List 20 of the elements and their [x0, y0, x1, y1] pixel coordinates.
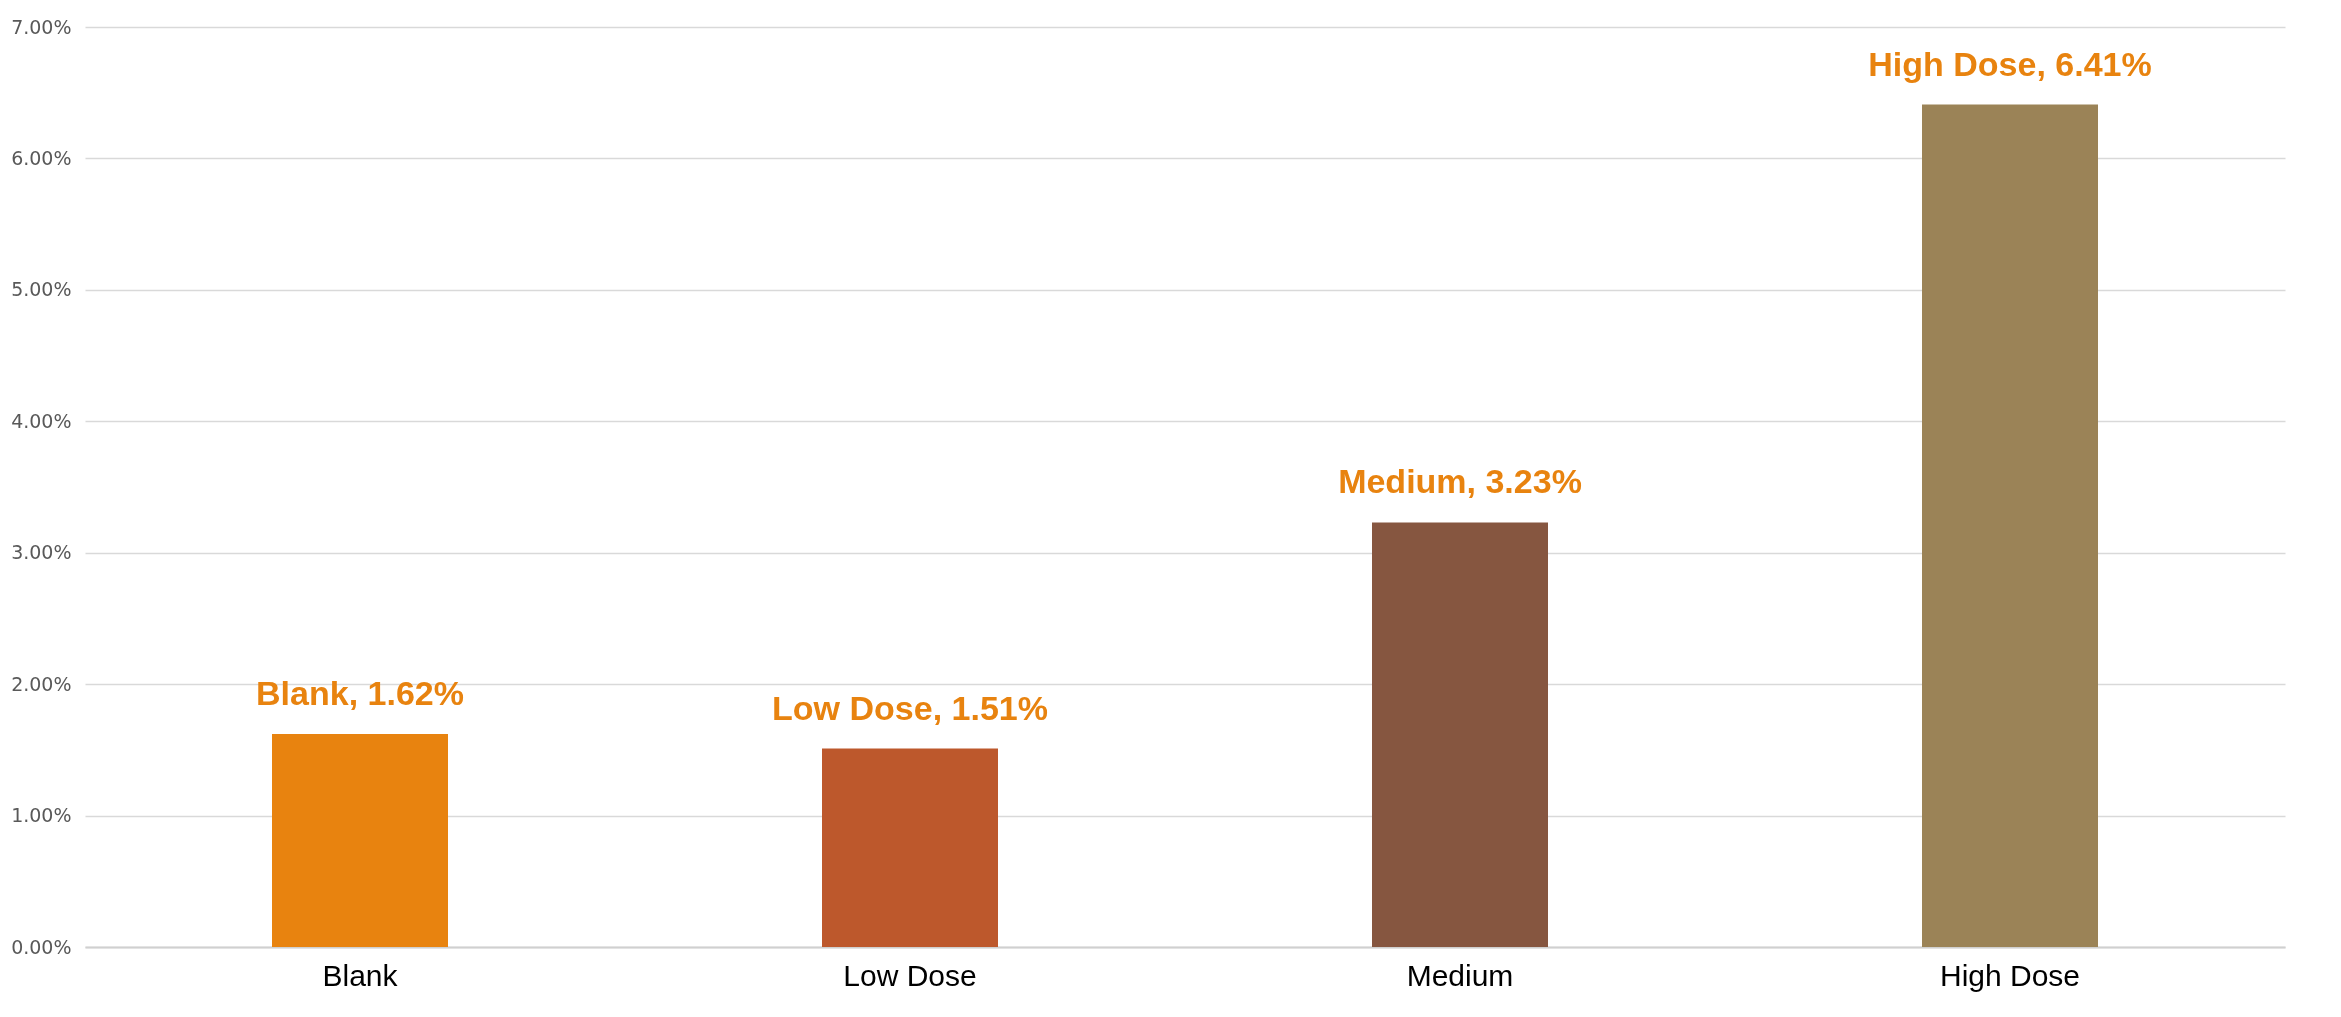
y-tick-label: 1.00% [11, 804, 72, 827]
data-label: Low Dose, 1.51% [772, 688, 1048, 727]
x-tick-label: Low Dose [843, 958, 977, 992]
x-tick-label: Medium [1406, 958, 1514, 992]
y-tick-label: 6.00% [11, 146, 72, 169]
y-tick-label: 7.00% [11, 15, 72, 38]
bar [1922, 104, 2098, 947]
x-tick-label: High Dose [1939, 958, 2081, 992]
data-label: High Dose, 6.41% [1868, 44, 2152, 83]
data-label: Blank, 1.62% [256, 674, 464, 713]
x-tick-label: Blank [322, 958, 399, 992]
y-tick-label: 5.00% [11, 278, 72, 301]
y-tick-label: 3.00% [11, 541, 72, 564]
bar [822, 748, 998, 947]
y-tick-label: 2.00% [11, 672, 72, 695]
y-tick-label: 0.00% [11, 935, 72, 958]
bar [1372, 522, 1548, 947]
bar [272, 734, 448, 947]
y-tick-label: 4.00% [11, 409, 72, 432]
data-label: Medium, 3.23% [1338, 462, 1582, 501]
